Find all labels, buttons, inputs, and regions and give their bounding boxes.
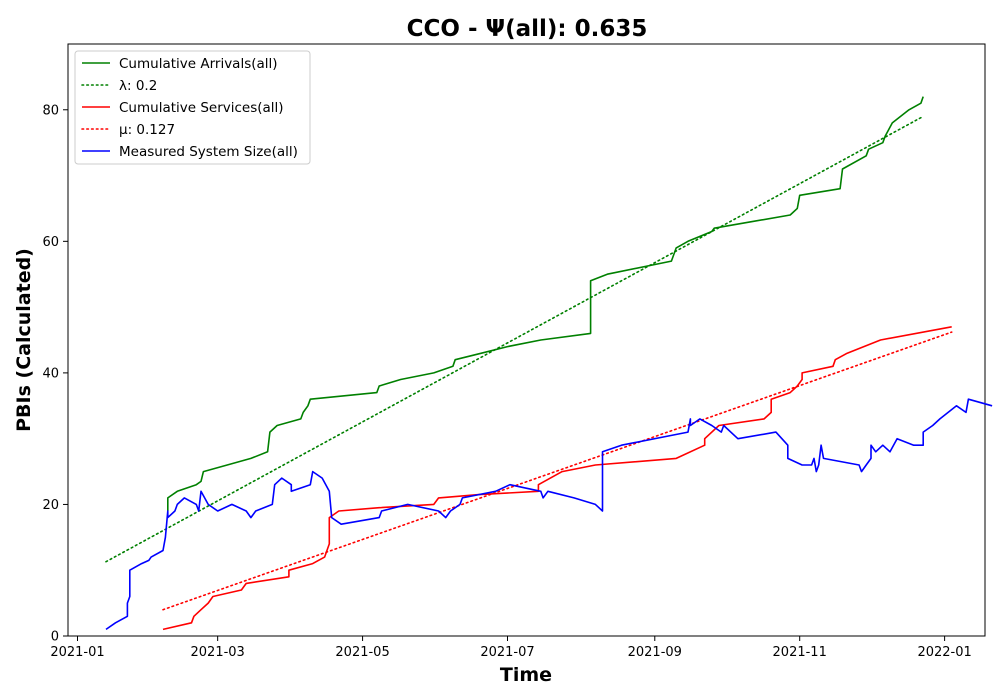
legend-label-3: μ: 0.127	[119, 122, 175, 138]
axes-frame	[67, 43, 986, 637]
x-tick-label: 2021-09	[628, 645, 682, 660]
series-line-3	[162, 331, 953, 611]
series-line-4	[105, 398, 993, 631]
y-axis-label: PBIs (Calculated)	[13, 248, 35, 432]
legend-label-1: λ: 0.2	[119, 78, 157, 94]
legend-label-2: Cumulative Services(all)	[119, 100, 284, 116]
plot-area: 2021-01 2021-03 2021-05 2021-07 2021-09 2021-…	[42, 43, 993, 660]
y-tick-label: 20	[42, 498, 59, 513]
series-layer	[105, 96, 993, 631]
legend-label-4: Measured System Size(all)	[119, 144, 298, 160]
x-tick-label: 2021-07	[480, 645, 534, 660]
y-tick-label: 80	[42, 103, 59, 118]
x-tick-label: 2021-05	[335, 645, 389, 660]
series-line-0	[167, 96, 924, 511]
y-axis-ticks: 0 20 40 60 80	[42, 103, 68, 645]
y-tick-label: 60	[42, 235, 59, 250]
x-axis-ticks: 2021-01 2021-03 2021-05 2021-07 2021-09 2021-…	[50, 636, 972, 660]
chart-title: CCO - Ψ(all): 0.635	[407, 16, 648, 42]
series-line-1	[105, 115, 925, 563]
x-tick-label: 2021-11	[773, 645, 827, 660]
x-tick-label: 2021-01	[50, 645, 104, 660]
y-tick-label: 0	[51, 630, 59, 645]
legend-label-0: Cumulative Arrivals(all)	[119, 56, 278, 72]
x-axis-label: Time	[500, 664, 552, 686]
legend-box	[74, 50, 311, 165]
x-tick-label: 2022-01	[917, 645, 971, 660]
legend: Cumulative Arrivals(all) λ: 0.2 Cumulative…	[74, 50, 311, 165]
y-tick-label: 40	[42, 366, 59, 381]
x-tick-label: 2021-03	[191, 645, 245, 660]
